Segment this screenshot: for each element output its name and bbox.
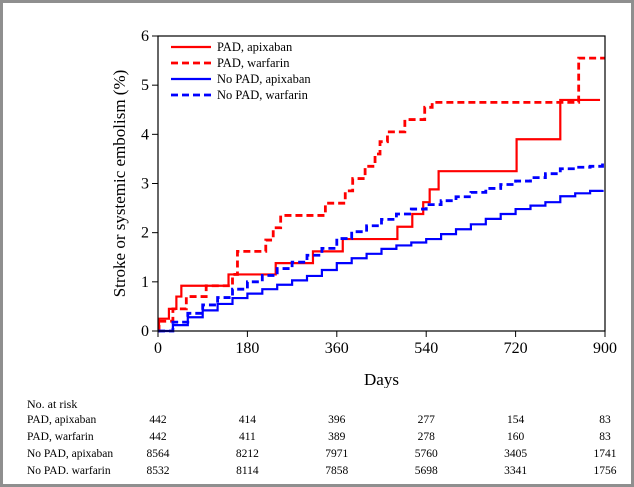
risk-cell: 3341 bbox=[504, 465, 528, 477]
risk-cell: 277 bbox=[417, 414, 435, 426]
x-axis-label: Days bbox=[364, 370, 399, 388]
risk-table: No. at risk PAD, apixaban 442 414 396 277 154… bbox=[3, 3, 631, 484]
risk-row-label: PAD, warfarin bbox=[27, 431, 94, 443]
legend-label-3: No PAD, warfarin bbox=[217, 88, 309, 102]
risk-cell: 7858 bbox=[325, 465, 349, 477]
series-line-3 bbox=[158, 162, 604, 333]
risk-cell: 5760 bbox=[414, 448, 438, 460]
series-line-0 bbox=[157, 98, 601, 333]
legend-label-2: No PAD, apixaban bbox=[217, 72, 311, 86]
x-tick-label: 0 bbox=[154, 340, 162, 357]
y-tick-label: 6 bbox=[141, 28, 149, 45]
risk-cell: 3405 bbox=[504, 448, 528, 460]
x-tick-label: 720 bbox=[504, 340, 528, 357]
x-tick-label: 180 bbox=[235, 340, 259, 357]
risk-cell: 160 bbox=[506, 431, 525, 443]
x-tick-label: 360 bbox=[325, 340, 349, 357]
risk-cell: 278 bbox=[417, 431, 435, 443]
risk-row-label: PAD, apixaban bbox=[27, 414, 97, 426]
figure-frame: 0 180 360 540 720 900 0 1 2 3 4 5 6 Days Stroke or sys… bbox=[3, 3, 631, 484]
risk-cell: 83 bbox=[599, 414, 611, 426]
risk-table-title: No. at risk bbox=[27, 397, 78, 411]
risk-cell: 414 bbox=[238, 414, 257, 426]
risk-cell: 5698 bbox=[414, 465, 438, 477]
x-tick-label: 540 bbox=[414, 340, 438, 357]
risk-cell: 1756 bbox=[593, 465, 617, 477]
risk-cell: 442 bbox=[149, 414, 167, 426]
risk-cell: 8212 bbox=[235, 448, 259, 460]
risk-cell: 396 bbox=[328, 414, 346, 426]
legend-label-0: PAD, apixaban bbox=[217, 40, 293, 54]
risk-cell: 1741 bbox=[593, 448, 617, 460]
risk-cell: 154 bbox=[506, 414, 525, 426]
y-tick-label: 1 bbox=[141, 274, 149, 291]
series-layer bbox=[157, 56, 605, 333]
risk-row-label: No PAD, apixaban bbox=[27, 448, 114, 460]
series-line-2 bbox=[158, 189, 604, 333]
risk-cell: 83 bbox=[599, 431, 611, 443]
y-tick-label: 0 bbox=[141, 323, 149, 340]
risk-row-label: No PAD. warfarin bbox=[27, 465, 111, 477]
risk-cell: 8532 bbox=[146, 465, 170, 477]
y-tick-label: 3 bbox=[141, 176, 149, 193]
km-chart: 0 180 360 540 720 900 0 1 2 3 4 5 6 Days Stroke or sys… bbox=[110, 28, 617, 388]
risk-cell: 7971 bbox=[325, 448, 349, 460]
series-line-1 bbox=[157, 56, 605, 333]
risk-cell: 8564 bbox=[146, 448, 170, 460]
y-tick-label: 4 bbox=[141, 126, 149, 143]
risk-cell: 8114 bbox=[236, 465, 259, 477]
y-axis-label: Stroke or systemic embolism (%) bbox=[110, 70, 129, 298]
legend-label-1: PAD, warfarin bbox=[217, 56, 290, 70]
y-tick-label: 2 bbox=[141, 225, 149, 242]
axes-layer: 0 180 360 540 720 900 0 1 2 3 4 5 6 Days Stroke or sys… bbox=[110, 28, 617, 388]
risk-cell: 389 bbox=[328, 431, 346, 443]
legend: PAD, apixaban PAD, warfarin No PAD, apixab… bbox=[171, 40, 311, 102]
x-tick-label: 900 bbox=[593, 340, 617, 357]
y-tick-label: 5 bbox=[141, 77, 149, 94]
risk-cell: 442 bbox=[149, 431, 167, 443]
risk-cell: 411 bbox=[238, 431, 256, 443]
